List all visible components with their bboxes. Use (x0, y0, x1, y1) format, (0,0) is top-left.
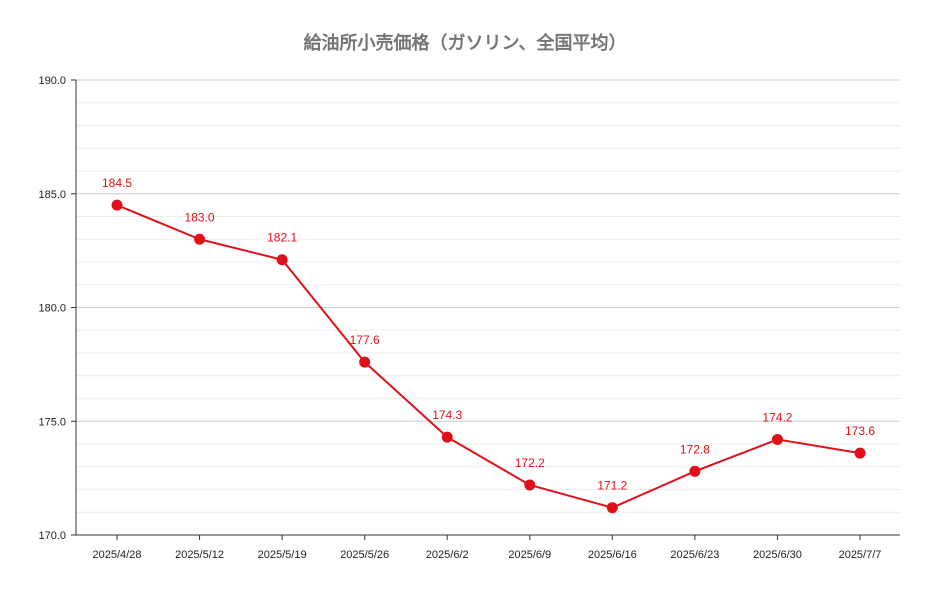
data-label: 172.2 (515, 456, 545, 470)
axes (71, 79, 900, 540)
data-label: 171.2 (597, 479, 627, 493)
tick-labels: 170.0 175.0 180.0 185.0 190.0 2025/4/28 2025/5… (38, 75, 881, 561)
data-labels: 184.5 183.0 182.1 177.6 174.3 172.2 171.2 172.8… (102, 176, 875, 493)
x-tick-label: 2025/4/28 (93, 549, 142, 561)
x-tick-label: 2025/6/9 (508, 549, 551, 561)
data-point (524, 479, 536, 491)
x-tick-label: 2025/5/12 (175, 549, 224, 561)
x-tick-label: 2025/5/26 (340, 549, 389, 561)
x-tick-label: 2025/6/30 (753, 549, 802, 561)
series-price (111, 199, 866, 514)
data-point (111, 199, 123, 211)
data-point (359, 356, 371, 368)
data-point (441, 431, 453, 443)
data-point (771, 433, 783, 445)
data-label: 173.6 (845, 424, 875, 438)
x-tick-label: 2025/5/19 (258, 549, 307, 561)
data-point (689, 465, 701, 477)
x-tick-label: 2025/6/16 (588, 549, 637, 561)
y-tick-label: 180.0 (38, 303, 66, 315)
y-tick-label: 190.0 (38, 75, 66, 87)
data-point (194, 233, 206, 245)
chart-title: 給油所小売価格（ガソリン、全国平均） (304, 32, 627, 54)
x-tick-label: 2025/6/23 (670, 549, 719, 561)
data-point (276, 254, 288, 266)
y-tick-label: 185.0 (38, 189, 66, 201)
data-label: 174.2 (762, 410, 792, 424)
y-tick-label: 175.0 (38, 416, 66, 428)
data-point (854, 447, 866, 459)
data-label: 184.5 (102, 176, 132, 190)
data-point (606, 502, 618, 514)
x-tick-label: 2025/6/2 (426, 549, 469, 561)
x-tick-label: 2025/7/7 (839, 549, 882, 561)
data-label: 177.6 (350, 333, 380, 347)
data-label: 172.8 (680, 442, 710, 456)
data-label: 182.1 (267, 231, 297, 245)
data-label: 174.3 (432, 408, 462, 422)
grid-lines (76, 79, 900, 536)
series-line (116, 204, 861, 509)
data-label: 183.0 (185, 210, 215, 224)
y-tick-label: 170.0 (38, 530, 66, 542)
